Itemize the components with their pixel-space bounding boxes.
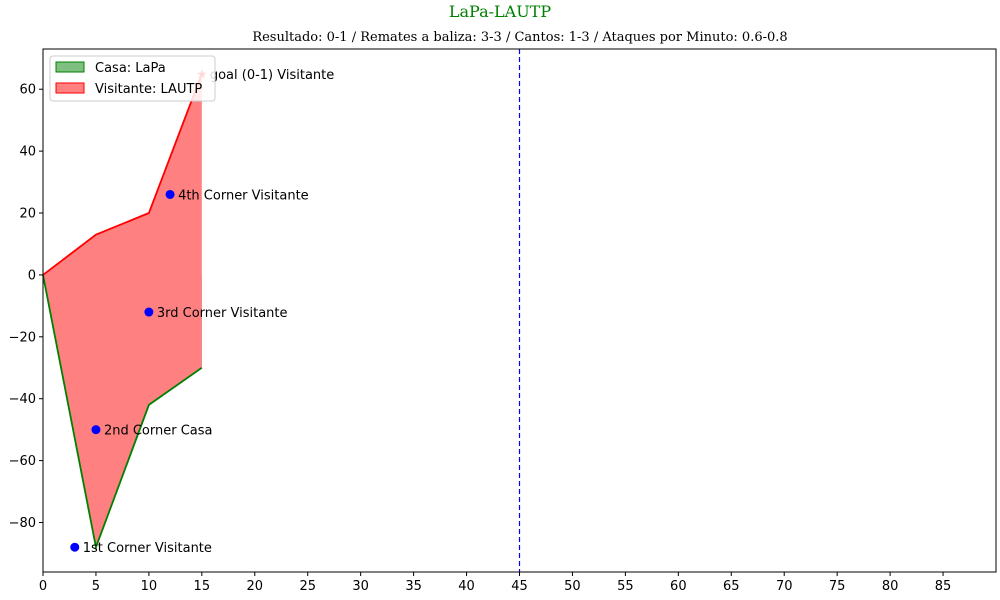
x-tick-label: 45	[511, 579, 528, 594]
y-tick-label: −40	[9, 392, 36, 407]
x-tick-label: 20	[247, 579, 264, 594]
series-areas	[43, 73, 202, 548]
y-axis: −80 −60 −40 −20 0 20 40 60	[9, 83, 43, 531]
x-tick-label: 30	[352, 579, 369, 594]
event-label-5: goal (0-1) Visitante	[210, 68, 334, 83]
event-label-1: 1st Corner Visitante	[83, 541, 212, 556]
event-marker-3	[144, 307, 154, 317]
y-tick-label: −20	[9, 330, 36, 345]
legend-box	[49, 55, 216, 102]
x-tick-label: 10	[141, 579, 158, 594]
y-tick-label: −80	[9, 516, 36, 531]
event-marker-1	[70, 542, 80, 552]
line-away	[42, 73, 203, 276]
x-tick-label: 25	[299, 579, 316, 594]
x-tick-label: 15	[194, 579, 211, 594]
y-tick-label: 0	[28, 268, 36, 283]
y-tick-label: 20	[19, 207, 36, 222]
x-tick-label: 50	[564, 579, 581, 594]
event-marker-2	[91, 425, 101, 435]
x-tick-label: 35	[405, 579, 422, 594]
x-tick-label: 0	[39, 579, 47, 594]
event-label-2: 2nd Corner Casa	[104, 424, 213, 439]
legend-swatch-away	[55, 82, 85, 94]
legend-swatch-home	[55, 61, 85, 73]
series-lines	[42, 73, 203, 551]
x-tick-label: 5	[92, 579, 100, 594]
y-tick-label: 40	[19, 145, 36, 160]
area-away	[43, 73, 202, 548]
x-tick-label: 40	[458, 579, 475, 594]
line-home	[42, 274, 203, 551]
event-marker-4	[165, 189, 175, 199]
legend: Casa: LaPa Visitante: LAUTP	[49, 55, 216, 102]
x-tick-label: 60	[670, 579, 687, 594]
legend-label-home: Casa: LaPa	[95, 61, 166, 76]
chart-title: LaPa-LAUTP	[449, 2, 551, 21]
y-tick-label: −60	[9, 454, 36, 469]
legend-label-away: Visitante: LAUTP	[95, 82, 202, 97]
x-tick-label: 65	[723, 579, 740, 594]
y-tick-label: 60	[19, 83, 36, 98]
x-tick-label: 70	[776, 579, 793, 594]
event-label-4: 4th Corner Visitante	[178, 188, 309, 203]
x-tick-label: 85	[935, 579, 952, 594]
x-tick-label: 75	[829, 579, 846, 594]
x-tick-label: 80	[882, 579, 899, 594]
event-markers: 1st Corner Visitante 2nd Corner Casa 3rd C…	[70, 67, 334, 556]
x-tick-label: 55	[617, 579, 634, 594]
event-label-3: 3rd Corner Visitante	[157, 306, 288, 321]
chart-subtitle: Resultado: 0-1 / Remates a baliza: 3-3 /…	[252, 30, 787, 45]
x-axis: 0 5 10 15 20 25 30 35 40 45 50 55 60 65 70 75 80 85	[39, 572, 951, 594]
